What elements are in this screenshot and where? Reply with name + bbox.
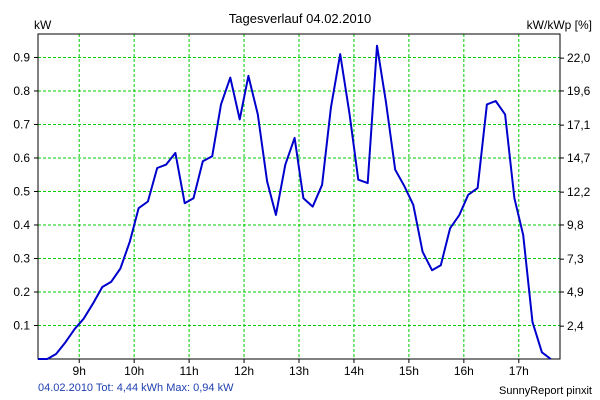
y2-tick-label: 19,6 bbox=[567, 84, 591, 98]
y-tick-label: 0.2 bbox=[13, 285, 30, 299]
y2-tick-label: 17,1 bbox=[567, 118, 591, 132]
y-tick-label: 0.7 bbox=[13, 117, 30, 131]
y-tick-label: 0.5 bbox=[13, 184, 30, 198]
x-tick-label: 11h bbox=[180, 364, 199, 378]
x-tick-label: 12h bbox=[234, 364, 254, 378]
daily-summary: 04.02.2010 Tot: 4,44 kWh Max: 0,94 kW bbox=[38, 382, 234, 394]
plot-frame bbox=[37, 33, 561, 360]
y-tick-label: 0.4 bbox=[13, 218, 30, 232]
y2-tick-label: 22,0 bbox=[567, 51, 591, 65]
y-tick-label: 0.8 bbox=[13, 84, 30, 98]
x-tick-label: 10h bbox=[124, 364, 144, 378]
x-tick-label: 15h bbox=[399, 364, 419, 378]
y2-tick-label: 9,8 bbox=[567, 218, 584, 232]
y-tick-label: 0.3 bbox=[13, 251, 30, 265]
x-tick-label: 13h bbox=[289, 364, 309, 378]
x-tick-label: 17h bbox=[509, 364, 529, 378]
x-tick-label: 16h bbox=[454, 364, 474, 378]
tick-labels: 9h 10h 11h 12h 13h 14h 15h 16h 17h 0.1 0.2 0.3 0.4 0.… bbox=[13, 50, 590, 378]
x-tick-label: 14h bbox=[344, 364, 364, 378]
left-axis-unit: kW bbox=[34, 18, 52, 32]
brand-label: SunnyReport pinxit bbox=[499, 385, 592, 397]
y-tick-label: 0.6 bbox=[13, 151, 30, 165]
right-axis-unit: kW/kWp [%] bbox=[526, 18, 592, 32]
y2-tick-label: 14,7 bbox=[567, 151, 591, 165]
y-tick-label: 0.9 bbox=[13, 50, 30, 64]
series-layer bbox=[38, 44, 552, 360]
power-series-line bbox=[38, 44, 552, 360]
y2-tick-label: 7,3 bbox=[567, 252, 584, 266]
y-tick-label: 0.1 bbox=[13, 318, 30, 332]
y2-tick-label: 2,4 bbox=[567, 319, 584, 333]
chart-title: Tagesverlauf 04.02.2010 bbox=[228, 11, 372, 26]
x-tick-label: 9h bbox=[73, 364, 86, 378]
y2-tick-label: 12,2 bbox=[567, 185, 591, 199]
y2-tick-label: 4,9 bbox=[567, 285, 584, 299]
grid-layer bbox=[34, 34, 564, 363]
